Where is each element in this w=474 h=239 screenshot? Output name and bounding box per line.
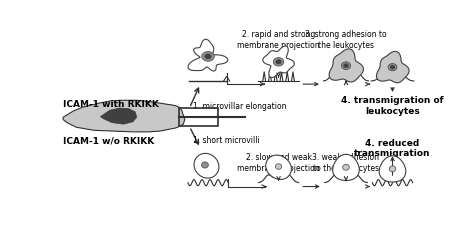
Polygon shape (376, 51, 409, 83)
Polygon shape (266, 155, 292, 179)
Polygon shape (329, 49, 364, 82)
Polygon shape (263, 46, 294, 78)
Text: 4. reduced
transmigration: 4. reduced transmigration (354, 139, 431, 158)
Ellipse shape (275, 164, 282, 169)
Ellipse shape (344, 64, 348, 68)
Text: 1. short microvilli: 1. short microvilli (193, 136, 260, 146)
Ellipse shape (341, 62, 351, 70)
Ellipse shape (388, 64, 397, 71)
Polygon shape (194, 153, 219, 178)
Ellipse shape (202, 52, 214, 61)
Text: 3. weak adhesion
to the leukocytes: 3. weak adhesion to the leukocytes (312, 153, 380, 173)
Text: 3. strong adhesion to
the leukocytes: 3. strong adhesion to the leukocytes (305, 30, 387, 50)
Text: 4. transmigration of
leukocytes: 4. transmigration of leukocytes (341, 97, 444, 116)
Polygon shape (333, 154, 359, 180)
Ellipse shape (276, 60, 281, 64)
Ellipse shape (205, 54, 211, 59)
Polygon shape (188, 39, 228, 71)
Polygon shape (379, 156, 406, 182)
Polygon shape (100, 108, 137, 124)
Ellipse shape (389, 166, 396, 172)
Polygon shape (63, 100, 185, 132)
Text: ICAM-1 w/o RKIKK: ICAM-1 w/o RKIKK (63, 136, 155, 146)
Ellipse shape (201, 162, 209, 168)
Text: 1. microvillar elongation: 1. microvillar elongation (193, 102, 287, 111)
Bar (179, 108, 218, 126)
Ellipse shape (273, 58, 284, 66)
Text: 2. rapid and strong
membrane projection: 2. rapid and strong membrane projection (237, 30, 320, 50)
Ellipse shape (343, 164, 349, 170)
Text: ICAM-1 with RKIKK: ICAM-1 with RKIKK (63, 99, 159, 109)
Text: 2. slow and weak
membrane projection: 2. slow and weak membrane projection (237, 153, 320, 173)
Ellipse shape (390, 65, 395, 69)
